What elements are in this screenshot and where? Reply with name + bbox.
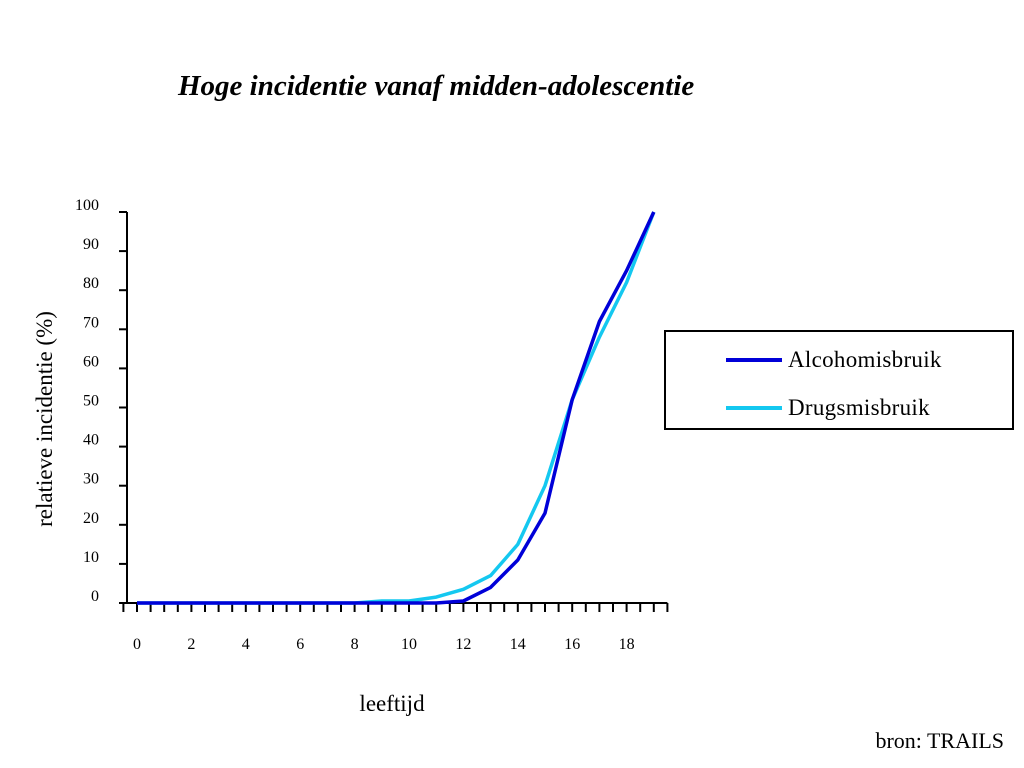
- x-tick-label: 8: [351, 636, 359, 653]
- x-tick-label: 6: [296, 636, 304, 653]
- x-tick-label: 4: [242, 636, 250, 653]
- series-lines: [137, 211, 656, 605]
- x-tick-label: 0: [133, 636, 141, 653]
- axes: [119, 212, 668, 604]
- x-tick-label: 10: [401, 636, 417, 653]
- legend-item-drugs: Drugsmisbruik: [726, 393, 930, 423]
- series-line-alcohol: [137, 211, 656, 605]
- y-tick-label: 60: [83, 353, 99, 370]
- y-tick-label: 100: [75, 197, 99, 214]
- y-tick-label: 70: [83, 314, 99, 331]
- y-tick-label: 50: [83, 393, 99, 410]
- y-tick-label: 80: [83, 275, 99, 292]
- chart-title: Hoge incidentie vanaf midden-adolescenti…: [178, 70, 695, 102]
- y-tick-label: 20: [83, 510, 99, 527]
- legend-swatch-drugs: [726, 406, 782, 410]
- y-tick-label: 30: [83, 471, 99, 488]
- series-line-drugs: [137, 211, 656, 605]
- legend-swatch-alcohol: [726, 358, 782, 362]
- x-tick-label: 16: [564, 636, 580, 653]
- legend-label-alcohol: Alcohomisbruik: [788, 347, 942, 372]
- legend-label-drugs: Drugsmisbruik: [788, 395, 930, 420]
- x-tick-label: 2: [187, 636, 195, 653]
- x-tick-label: 18: [619, 636, 635, 653]
- x-axis-label: leeftijd: [359, 691, 425, 716]
- source-note: bron: TRAILS: [875, 728, 1004, 753]
- x-tick-label: 14: [510, 636, 526, 653]
- y-tick-label: 0: [91, 588, 99, 605]
- legend: Alcohomisbruik Drugsmisbruik: [664, 330, 1014, 430]
- x-tick-label: 12: [455, 636, 471, 653]
- y-tick-label: 40: [83, 432, 99, 449]
- y-tick-label: 10: [83, 549, 99, 566]
- ticks: 0 10 20 30 40 50 60 70 80 90 100 0 2 4 6 8 10 12 14 16 18: [75, 197, 669, 653]
- y-tick-label: 90: [83, 236, 99, 253]
- y-axis-label: relatieve incidentie (%): [32, 311, 57, 527]
- legend-item-alcohol: Alcohomisbruik: [726, 345, 942, 375]
